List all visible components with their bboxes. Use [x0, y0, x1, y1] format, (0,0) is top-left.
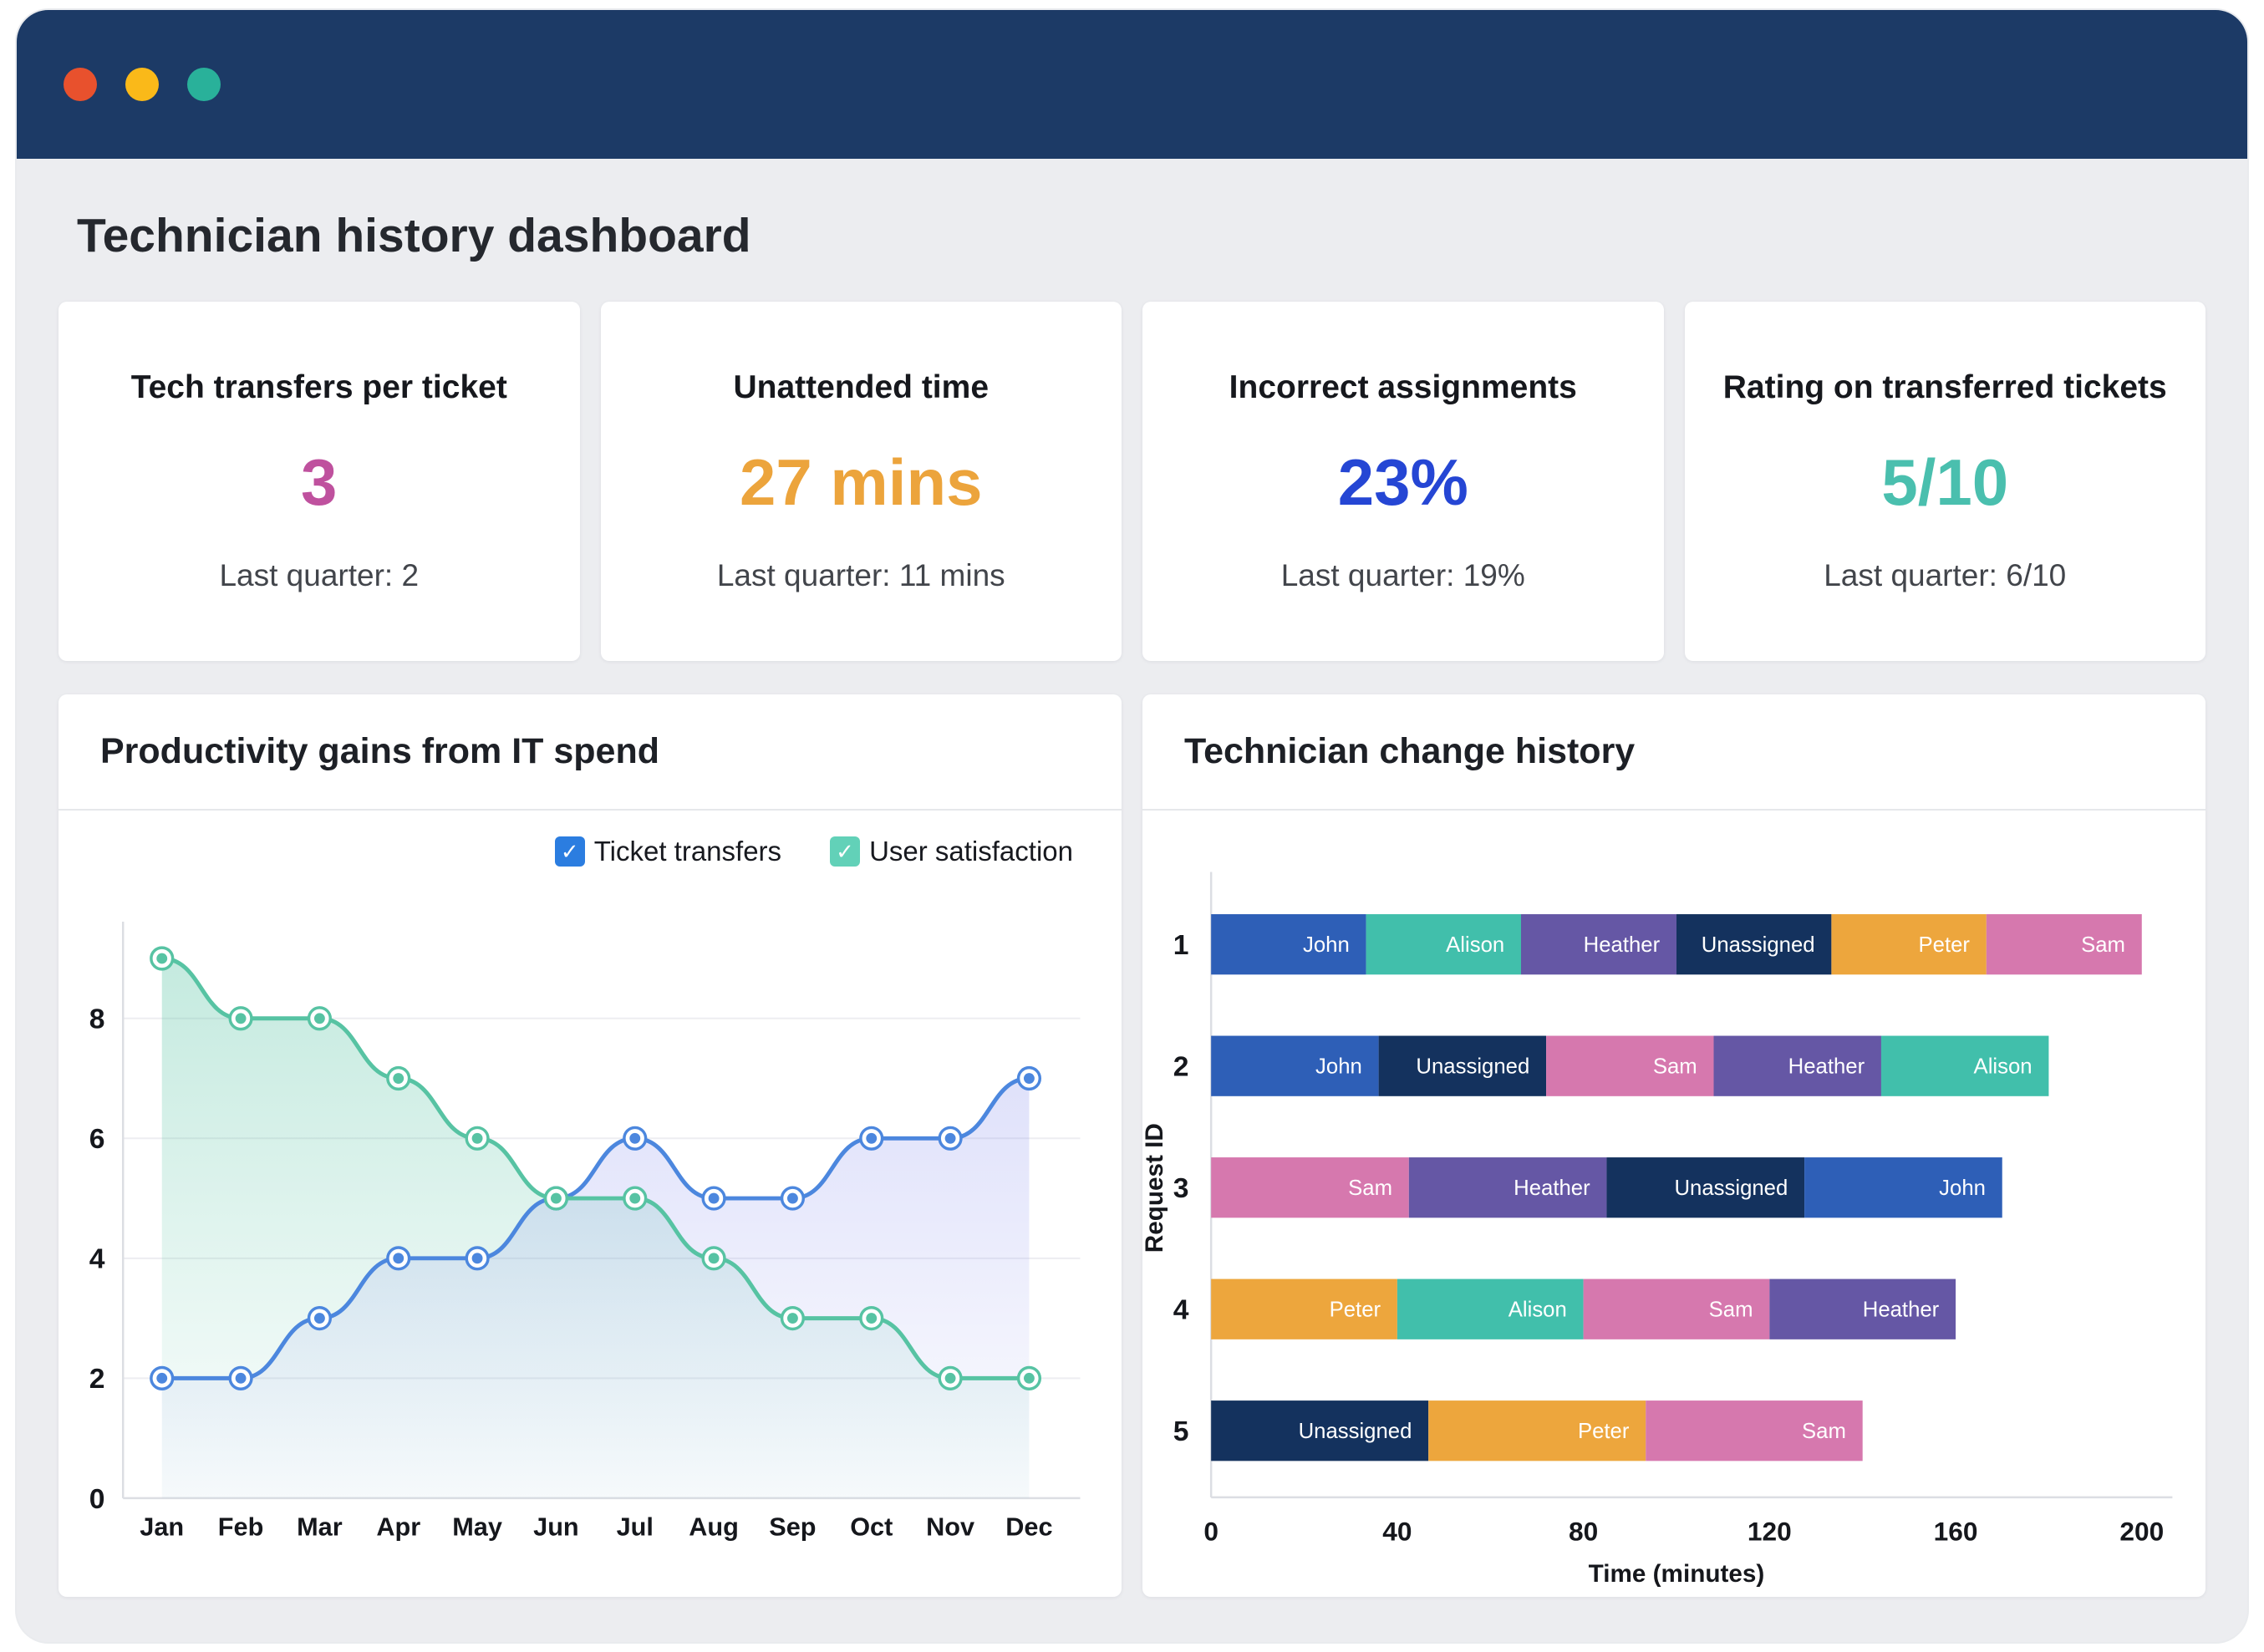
kpi-row: Tech transfers per ticket 3 Last quarter…	[59, 302, 2205, 661]
line-chart-legend: ✓ Ticket transfers ✓ User satisfaction	[554, 836, 1073, 867]
svg-text:John: John	[1939, 1177, 1986, 1200]
svg-text:120: 120	[1748, 1516, 1792, 1546]
svg-text:Unassigned: Unassigned	[1416, 1055, 1529, 1079]
app-window: Technician history dashboard Tech transf…	[17, 10, 2247, 1642]
svg-text:Aug: Aug	[689, 1512, 739, 1541]
svg-text:Heather: Heather	[1514, 1177, 1590, 1200]
svg-text:Mar: Mar	[297, 1512, 343, 1541]
kpi-subtitle: Last quarter: 19%	[1280, 558, 1525, 592]
svg-text:Heather: Heather	[1584, 933, 1661, 957]
svg-text:Heather: Heather	[1788, 1055, 1865, 1079]
svg-text:4: 4	[89, 1244, 105, 1275]
legend-label: User satisfaction	[869, 836, 1073, 867]
svg-text:Dec: Dec	[1005, 1512, 1052, 1541]
dashboard-content: Technician history dashboard Tech transf…	[17, 212, 2247, 1597]
svg-text:80: 80	[1569, 1516, 1598, 1546]
kpi-title: Incorrect assignments	[1229, 369, 1577, 405]
svg-text:John: John	[1303, 933, 1350, 957]
checked-checkbox-icon[interactable]: ✓	[554, 836, 585, 867]
svg-text:Unassigned: Unassigned	[1674, 1177, 1788, 1200]
window-minimize-dot-icon[interactable]	[125, 68, 159, 101]
svg-text:0: 0	[89, 1484, 105, 1515]
kpi-value: 3	[301, 445, 338, 519]
svg-text:Peter: Peter	[1330, 1299, 1381, 1322]
svg-text:Sam: Sam	[1802, 1420, 1846, 1443]
bar-chart-title: Technician change history	[1184, 731, 1636, 771]
kpi-title: Unattended time	[733, 369, 990, 405]
svg-text:3: 3	[1173, 1173, 1189, 1204]
svg-text:Sam: Sam	[1709, 1299, 1753, 1322]
checked-checkbox-icon[interactable]: ✓	[830, 836, 861, 867]
svg-text:John: John	[1315, 1055, 1362, 1079]
kpi-value: 27 mins	[740, 445, 983, 519]
svg-text:40: 40	[1382, 1516, 1412, 1546]
kpi-card-unattended-time: Unattended time 27 mins Last quarter: 11…	[600, 302, 1122, 661]
svg-text:Heather: Heather	[1863, 1299, 1940, 1322]
kpi-subtitle: Last quarter: 11 mins	[716, 558, 1005, 592]
svg-text:Time (minutes): Time (minutes)	[1589, 1560, 1765, 1588]
svg-text:Sam: Sam	[1348, 1177, 1392, 1200]
svg-text:0: 0	[1203, 1516, 1218, 1546]
kpi-card-tech-transfers: Tech transfers per ticket 3 Last quarter…	[59, 302, 580, 661]
svg-text:Peter: Peter	[1578, 1420, 1630, 1443]
svg-text:Feb: Feb	[218, 1512, 264, 1541]
svg-text:Alison: Alison	[1446, 933, 1504, 957]
bar-chart-area: 1 John Alison Heather Unassigned Peter Sam 2 Joh…	[1142, 811, 2205, 1597]
svg-text:160: 160	[1934, 1516, 1978, 1546]
charts-row: Productivity gains from IT spend ✓ Ticke…	[59, 694, 2205, 1597]
svg-text:Jan: Jan	[140, 1512, 184, 1541]
svg-text:Request ID: Request ID	[1142, 1123, 1168, 1253]
line-chart-area: ✓ Ticket transfers ✓ User satisfaction 0…	[59, 811, 1122, 1597]
svg-text:Alison: Alison	[1974, 1055, 2033, 1079]
line-chart-header: Productivity gains from IT spend	[59, 694, 1122, 811]
svg-text:Nov: Nov	[926, 1512, 974, 1541]
svg-text:May: May	[452, 1512, 502, 1541]
svg-text:Unassigned: Unassigned	[1702, 933, 1815, 957]
page-title: Technician history dashboard	[77, 209, 751, 262]
legend-item-ticket-transfers: ✓ Ticket transfers	[554, 836, 782, 867]
line-chart-svg: 0 2 4 6 8 Jan Feb Mar Apr May Jun Jul Aug Sep Oct Nov De…	[89, 921, 1081, 1541]
svg-text:Unassigned: Unassigned	[1299, 1420, 1412, 1443]
svg-text:2: 2	[1173, 1052, 1189, 1083]
svg-text:Jun: Jun	[533, 1512, 579, 1541]
svg-text:2: 2	[89, 1364, 105, 1395]
svg-text:8: 8	[89, 1004, 105, 1035]
svg-text:Oct: Oct	[850, 1512, 893, 1541]
svg-text:Peter: Peter	[1919, 933, 1971, 957]
kpi-value: 23%	[1337, 445, 1468, 519]
line-chart-title: Productivity gains from IT spend	[100, 731, 659, 771]
kpi-card-incorrect-assignments: Incorrect assignments 23% Last quarter: …	[1142, 302, 1664, 661]
kpi-title: Rating on transferred tickets	[1722, 369, 2167, 405]
bar-chart-header: Technician change history	[1142, 694, 2205, 811]
svg-text:4: 4	[1173, 1295, 1189, 1326]
window-titlebar	[17, 10, 2247, 159]
bar-chart-card: Technician change history 1 John Alison Hea…	[1142, 694, 2205, 1597]
kpi-title: Tech transfers per ticket	[130, 369, 507, 405]
legend-label: Ticket transfers	[593, 836, 782, 867]
window-maximize-dot-icon[interactable]	[187, 68, 221, 101]
svg-text:Sep: Sep	[769, 1512, 816, 1541]
svg-text:5: 5	[1173, 1416, 1189, 1447]
legend-item-user-satisfaction: ✓ User satisfaction	[830, 836, 1073, 867]
svg-text:Sam: Sam	[2081, 933, 2125, 957]
svg-text:Sam: Sam	[1653, 1055, 1697, 1079]
kpi-subtitle: Last quarter: 6/10	[1824, 558, 2067, 592]
window-close-dot-icon[interactable]	[64, 68, 97, 101]
line-chart-card: Productivity gains from IT spend ✓ Ticke…	[59, 694, 1122, 1597]
svg-text:200: 200	[2119, 1516, 2164, 1546]
svg-text:Jul: Jul	[617, 1512, 654, 1541]
kpi-value: 5/10	[1881, 445, 2009, 519]
kpi-subtitle: Last quarter: 2	[219, 558, 420, 592]
bar-chart-svg: 1 John Alison Heather Unassigned Peter Sam 2 Joh…	[1142, 872, 2173, 1588]
svg-text:Apr: Apr	[376, 1512, 420, 1541]
svg-text:6: 6	[89, 1124, 105, 1155]
svg-text:1: 1	[1173, 930, 1189, 961]
kpi-card-rating: Rating on transferred tickets 5/10 Last …	[1684, 302, 2205, 661]
svg-text:Alison: Alison	[1508, 1299, 1567, 1322]
